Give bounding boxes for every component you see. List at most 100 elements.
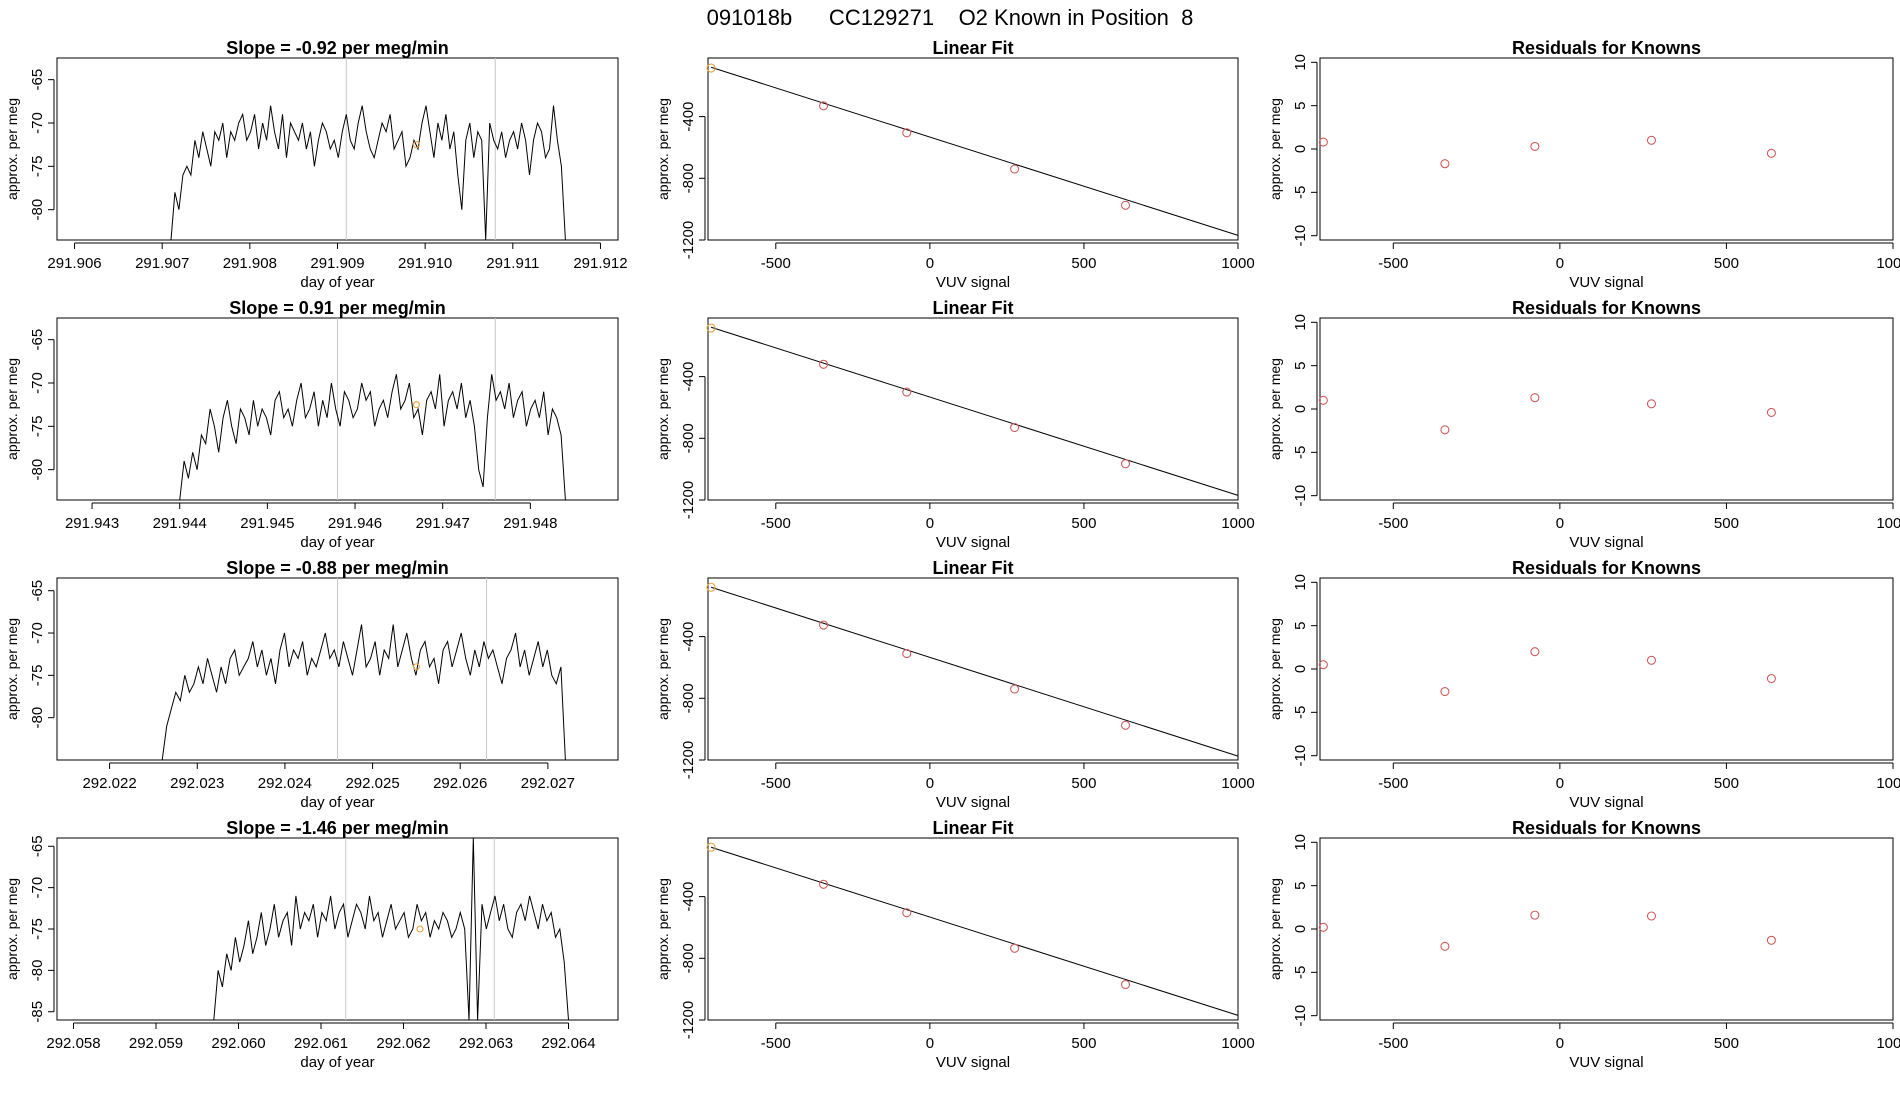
y-tick-label: -70: [29, 877, 46, 899]
chart-title: Linear Fit: [932, 818, 1013, 838]
y-tick-label: -400: [680, 102, 697, 132]
data-point: [819, 879, 829, 889]
y-tick-label: 0: [1292, 925, 1309, 933]
y-tick-label: -400: [680, 362, 697, 392]
x-tick-label: 0: [1556, 775, 1564, 792]
chart-title: Slope = 0.91 per meg/min: [229, 298, 446, 318]
average-marker: [416, 925, 424, 933]
plot-frame: [1319, 317, 1894, 501]
data-point: [819, 101, 829, 111]
x-tick-label: -500: [1378, 775, 1408, 792]
y-axis-label: approx. per meg: [1267, 98, 1283, 200]
x-tick-label: 291.907: [135, 255, 189, 272]
x-axis-label: VUV signal: [936, 274, 1010, 291]
x-tick-label: 291.945: [240, 515, 294, 532]
data-point: [1010, 943, 1020, 953]
trace-line: [57, 837, 569, 1021]
x-tick-label: -500: [761, 1035, 791, 1052]
x-tick-label: 1000: [1876, 255, 1900, 272]
data-point: [1766, 673, 1776, 684]
y-tick-label: -1200: [680, 1001, 697, 1039]
y-axis-label: approx. per meg: [4, 878, 20, 980]
x-tick-label: 0: [926, 255, 934, 272]
data-point: [1646, 399, 1657, 409]
plot-frame: [56, 837, 619, 1021]
y-tick-label: -65: [29, 835, 46, 857]
plot-frame: [707, 577, 1239, 761]
fit-line: [710, 66, 1239, 236]
y-axis-label: approx. per meg: [4, 98, 20, 200]
data-point: [1530, 393, 1540, 403]
y-tick-label: -1200: [680, 741, 697, 779]
y-tick-label: 5: [1292, 101, 1309, 109]
chart-panel: Residuals for Knowns -500 0 500 1000 VUV sign…: [1267, 818, 1900, 1071]
data-point: [1440, 159, 1450, 169]
x-tick-label: 0: [1556, 255, 1564, 272]
data-point: [706, 582, 716, 592]
data-point: [1120, 720, 1131, 730]
x-axis-label: VUV signal: [1569, 794, 1643, 811]
y-tick-label: -75: [29, 155, 46, 177]
y-axis-label: approx. per meg: [1267, 618, 1283, 720]
data-point: [902, 128, 912, 138]
y-tick-label: 5: [1292, 361, 1309, 369]
data-point: [1120, 200, 1131, 210]
data-point: [1440, 425, 1450, 435]
x-tick-label: 291.909: [310, 255, 364, 272]
trace-line: [57, 105, 566, 241]
x-tick-label: 291.946: [328, 515, 382, 532]
y-tick-label: 10: [1292, 834, 1309, 851]
x-tick-label: 291.943: [65, 515, 119, 532]
x-tick-label: 292.027: [521, 775, 575, 792]
chart-panel: Slope = -1.46 per meg/min 292.058 292.059 2…: [4, 818, 619, 1071]
y-tick-label: -10: [1292, 485, 1309, 507]
y-tick-label: -75: [29, 665, 46, 687]
x-tick-label: 1000: [1876, 515, 1900, 532]
x-tick-label: 0: [1556, 515, 1564, 532]
y-tick-label: -80: [29, 459, 46, 481]
chart-title: Linear Fit: [932, 298, 1013, 318]
data-point: [1010, 684, 1020, 694]
y-tick-label: -5: [1292, 706, 1309, 719]
x-axis-label: day of year: [300, 794, 374, 811]
y-tick-label: -400: [680, 622, 697, 652]
y-tick-label: -65: [29, 580, 46, 602]
x-tick-label: 0: [926, 775, 934, 792]
x-tick-label: 292.026: [433, 775, 487, 792]
chart-title: Slope = -0.88 per meg/min: [226, 558, 449, 578]
plot-frame: [1319, 837, 1894, 1021]
y-tick-label: -70: [29, 112, 46, 134]
plot-frame: [1319, 57, 1894, 241]
y-tick-label: -65: [29, 69, 46, 91]
x-tick-label: 0: [926, 1035, 934, 1052]
y-tick-label: -1200: [680, 221, 697, 259]
x-tick-label: 291.906: [47, 255, 101, 272]
chart-title: Slope = -0.92 per meg/min: [226, 38, 449, 58]
x-tick-label: 292.059: [129, 1035, 183, 1052]
chart-panel: Slope = -0.92 per meg/min 291.906 291.907 2…: [4, 38, 628, 291]
chart-panel: Slope = -0.88 per meg/min 292.022 292.023 2…: [4, 558, 619, 811]
x-tick-label: -500: [1378, 515, 1408, 532]
chart-panel: Residuals for Knowns -500 0 500 1000 VUV sign…: [1267, 298, 1900, 551]
data-point: [1766, 935, 1776, 945]
x-tick-label: 291.912: [573, 255, 627, 272]
x-tick-label: 1000: [1221, 515, 1254, 532]
y-tick-label: -80: [29, 199, 46, 221]
data-point: [819, 620, 829, 630]
data-point: [706, 63, 716, 73]
chart-title: Residuals for Knowns: [1512, 38, 1701, 58]
x-tick-label: 291.911: [486, 255, 539, 272]
x-tick-label: 500: [1071, 1035, 1096, 1052]
data-point: [1120, 979, 1131, 990]
data-point: [1440, 686, 1450, 697]
x-tick-label: 291.910: [398, 255, 452, 272]
plot-frame: [707, 317, 1239, 501]
x-tick-label: 292.024: [258, 775, 312, 792]
data-point: [1318, 137, 1328, 147]
data-point: [1318, 922, 1328, 932]
data-point: [1010, 422, 1020, 433]
data-point: [706, 842, 716, 852]
y-tick-label: -800: [680, 683, 697, 713]
x-tick-label: 1000: [1876, 775, 1900, 792]
